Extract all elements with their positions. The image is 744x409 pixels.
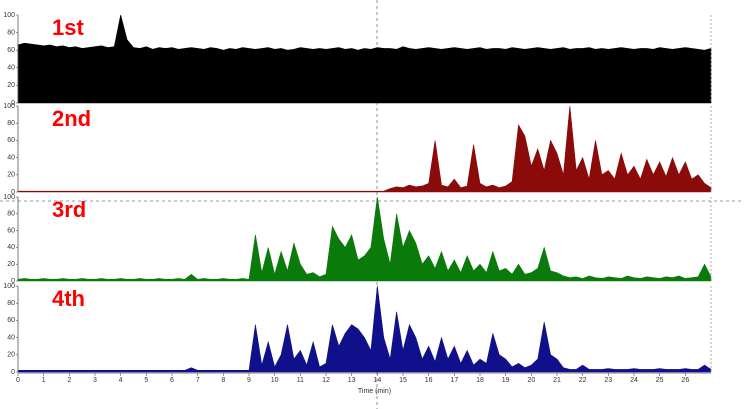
trace xyxy=(17,105,712,193)
y-tick-label: 80 xyxy=(7,120,15,127)
x-tick-label: 10 xyxy=(271,377,279,384)
y-tick-label: 40 xyxy=(7,244,15,251)
x-tick-label: 25 xyxy=(656,377,664,384)
x-tick-label: 14 xyxy=(373,377,381,384)
y-tick-label: 100 xyxy=(3,194,15,201)
x-axis-label: Time (min) xyxy=(358,388,391,395)
x-tick-label: 13 xyxy=(348,377,356,384)
x-tick-label: 9 xyxy=(247,377,251,384)
y-tick-label: 100 xyxy=(3,283,15,290)
y-tick-label: 20 xyxy=(7,172,15,179)
x-tick-label: 0 xyxy=(16,377,20,384)
y-tick-label: 20 xyxy=(7,352,15,359)
x-tick-label: 24 xyxy=(630,377,638,384)
x-tick-label: 19 xyxy=(502,377,510,384)
y-tick-label: 20 xyxy=(7,261,15,268)
x-tick-label: 4 xyxy=(119,377,123,384)
y-tick-label: 80 xyxy=(7,211,15,218)
x-tick-label: 2 xyxy=(67,377,71,384)
x-tick-label: 18 xyxy=(476,377,484,384)
trace xyxy=(17,14,712,104)
y-tick-label: 60 xyxy=(7,47,15,54)
y-tick-label: 0 xyxy=(11,100,15,107)
x-tick-label: 23 xyxy=(604,377,612,384)
trace xyxy=(17,196,712,282)
x-tick-label: 12 xyxy=(322,377,330,384)
y-tick-label: 20 xyxy=(7,82,15,89)
panel-title: 4th xyxy=(52,286,85,311)
x-tick-label: 21 xyxy=(553,377,561,384)
x-tick-label: 8 xyxy=(221,377,225,384)
x-tick-label: 22 xyxy=(579,377,587,384)
x-tick-label: 6 xyxy=(170,377,174,384)
y-tick-label: 40 xyxy=(7,334,15,341)
x-tick-label: 15 xyxy=(399,377,407,384)
x-tick-label: 7 xyxy=(196,377,200,384)
y-tick-label: 100 xyxy=(3,103,15,110)
y-tick-label: 40 xyxy=(7,65,15,72)
x-tick-label: 16 xyxy=(425,377,433,384)
y-tick-label: 60 xyxy=(7,137,15,144)
x-tick-label: 5 xyxy=(144,377,148,384)
y-tick-label: 0 xyxy=(11,369,15,376)
y-tick-label: 80 xyxy=(7,300,15,307)
panel-title: 2nd xyxy=(52,106,91,131)
panel-title: 3rd xyxy=(52,197,86,222)
y-tick-label: 40 xyxy=(7,154,15,161)
x-tick-label: 26 xyxy=(681,377,689,384)
y-tick-label: 100 xyxy=(3,12,15,19)
x-tick-label: 11 xyxy=(297,377,304,384)
trace xyxy=(17,285,712,373)
x-tick-label: 1 xyxy=(42,377,46,384)
x-tick-label: 17 xyxy=(450,377,458,384)
panel-title: 1st xyxy=(52,15,84,40)
x-tick-label: 20 xyxy=(527,377,535,384)
y-tick-label: 0 xyxy=(11,189,15,196)
y-tick-label: 60 xyxy=(7,227,15,234)
x-tick-label: 3 xyxy=(93,377,97,384)
y-tick-label: 60 xyxy=(7,317,15,324)
y-tick-label: 0 xyxy=(11,278,15,285)
y-tick-label: 80 xyxy=(7,29,15,36)
